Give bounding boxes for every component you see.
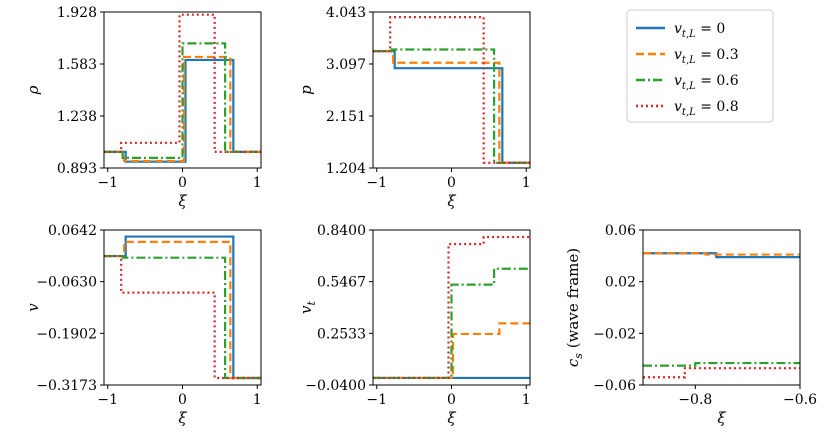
cs-ytick-label: 0.02 (605, 275, 636, 291)
vt-series-group (373, 235, 530, 380)
v-series-line-3 (104, 254, 261, 380)
cs-xtick-label: −0.8 (678, 392, 712, 408)
cs-ytick-label: −0.06 (593, 378, 636, 394)
vt-xtick-label: 0 (447, 392, 456, 408)
rho-ytick-label: 0.893 (57, 161, 97, 177)
v-ytick-label: −0.3173 (36, 378, 97, 394)
rho-xtick-label: 0 (178, 175, 187, 191)
cs-ytick-label: 0.06 (605, 223, 636, 239)
v-axes-frame (103, 229, 262, 386)
cs-xlabel: ξ (717, 409, 726, 427)
cs-series-line-1 (643, 252, 800, 256)
p-ylabel: p (297, 85, 315, 95)
legend-entry: vt,L = 0.8 (636, 99, 739, 118)
legend-entry: vt,L = 0.6 (636, 73, 739, 92)
v-ytick-label: 0.0642 (48, 223, 97, 239)
v-ylabel: v (24, 303, 42, 312)
p-xlabel: ξ (447, 192, 456, 210)
p-series-line-3 (373, 16, 530, 164)
legend-label-0: vt,L = 0 (674, 21, 725, 40)
legend-label-1: vt,L = 0.3 (674, 47, 739, 66)
vt-ytick-label: −0.0400 (305, 378, 366, 394)
rho-series-line-0 (104, 58, 261, 163)
subplot-cs: −0.8 −0.6 −0.06 −0.02 0.02 0.06 ξ cs (wave fram… (564, 223, 817, 427)
subplots: −1 0 1 0.893 1.238 1.583 1.928 ξ ρ −1 0 1 1.204 2.151… (24, 5, 817, 427)
legend-frame (626, 9, 774, 123)
legend-entry: vt,L = 0.3 (636, 47, 739, 66)
cs-axes-frame (642, 229, 801, 386)
subplot-vt: −1 0 1 −0.0400 0.2533 0.5467 0.8400 ξ vt (297, 223, 531, 427)
rho-ytick-label: 1.928 (57, 5, 97, 21)
legend: vt,L = 0 vt,L = 0.3 vt,L = 0.6 vt,L = 0.8 (626, 9, 774, 123)
rho-series-line-2 (104, 42, 261, 159)
v-ytick-label: −0.1902 (36, 326, 97, 342)
vt-xtick-label: −1 (366, 392, 387, 408)
v-xtick-label: 0 (178, 392, 187, 408)
legend-entry: vt,L = 0 (636, 21, 725, 40)
vt-series-line-2 (373, 267, 530, 380)
vt-ytick-label: 0.2533 (317, 326, 366, 342)
vt-xtick-label: 1 (522, 392, 531, 408)
p-xtick-label: −1 (366, 175, 387, 191)
v-series-line-2 (104, 254, 261, 380)
p-ytick-label: 3.097 (326, 57, 366, 73)
vt-ytick-label: 0.5467 (317, 275, 366, 291)
rho-ytick-label: 1.238 (57, 109, 97, 125)
v-xtick-label: −1 (97, 392, 118, 408)
subplot-p: −1 0 1 1.204 2.151 3.097 4.043 ξ p (297, 5, 531, 210)
vt-ylabel: vt (297, 300, 318, 313)
vt-series-line-3 (373, 235, 530, 380)
cs-series-line-2 (643, 361, 800, 367)
v-xtick-label: 1 (253, 392, 262, 408)
p-axes-frame (372, 11, 531, 169)
rho-xtick-label: 1 (253, 175, 262, 191)
p-ytick-label: 2.151 (326, 109, 366, 125)
legend-label-3: vt,L = 0.8 (674, 99, 739, 118)
vt-ytick-label: 0.8400 (317, 223, 366, 239)
cs-xtick-label: −0.6 (783, 392, 817, 408)
vt-xlabel: ξ (447, 409, 456, 427)
rho-xtick-label: −1 (97, 175, 118, 191)
v-xlabel: ξ (178, 409, 187, 427)
legend-label-2: vt,L = 0.6 (674, 73, 739, 92)
rho-series-line-1 (104, 55, 261, 163)
p-series-group (373, 16, 530, 164)
v-series-group (104, 235, 261, 380)
subplot-v: −1 0 1 −0.3173 −0.1902 −0.0630 0.0642 ξ v (24, 223, 262, 427)
rho-ylabel: ρ (24, 85, 42, 95)
p-ytick-label: 4.043 (326, 5, 366, 21)
rho-ytick-label: 1.583 (57, 57, 97, 73)
rho-series-group (104, 13, 261, 163)
v-ytick-label: −0.0630 (36, 275, 97, 291)
p-xtick-label: 0 (447, 175, 456, 191)
p-series-line-0 (373, 50, 530, 164)
cs-ylabel: cs (wave frame) (564, 248, 585, 367)
p-series-line-2 (373, 48, 530, 164)
cs-series-line-3 (643, 367, 800, 379)
v-series-line-1 (104, 240, 261, 380)
p-ytick-label: 1.204 (326, 161, 366, 177)
subplot-rho: −1 0 1 0.893 1.238 1.583 1.928 ξ ρ (24, 5, 262, 210)
cs-ytick-label: −0.02 (593, 326, 636, 342)
p-xtick-label: 1 (522, 175, 531, 191)
cs-series-group (643, 252, 800, 379)
rho-xlabel: ξ (178, 192, 187, 210)
